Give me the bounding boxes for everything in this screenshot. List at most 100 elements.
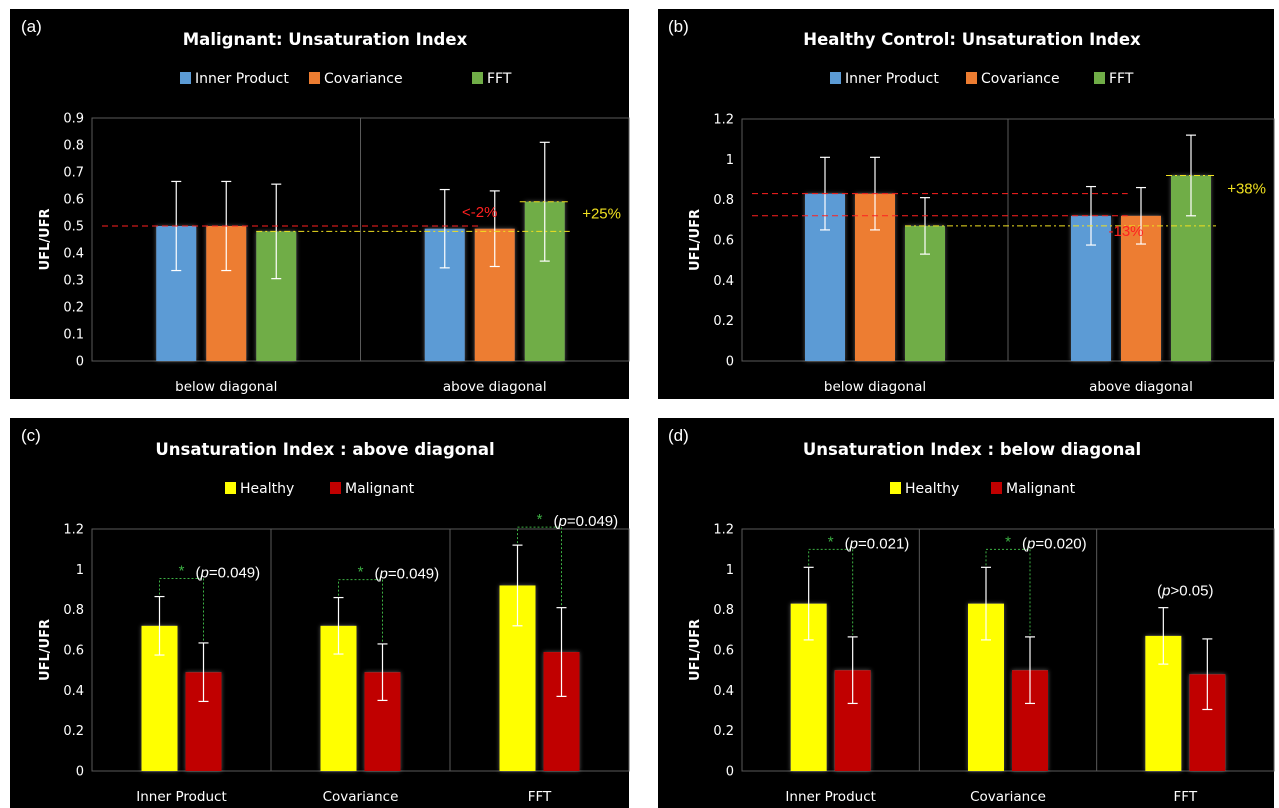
y-tick-label: 1.2 <box>63 523 84 538</box>
y-tick-label: 1 <box>726 153 734 168</box>
y-tick-label: 0.3 <box>63 274 84 289</box>
y-tick-label: 0.4 <box>713 684 734 699</box>
annotation-change-red: -13% <box>1108 223 1143 240</box>
x-category-label: below diagonal <box>175 379 277 395</box>
legend-label: Malignant <box>1006 481 1076 497</box>
panel-letter: (c) <box>21 426 41 445</box>
y-tick-label: 0.8 <box>63 603 84 618</box>
panel-background <box>10 418 629 808</box>
y-tick-label: 0 <box>726 355 734 370</box>
significance-star: * <box>537 511 543 528</box>
y-tick-label: 0.6 <box>63 193 84 208</box>
y-tick-label: 0.5 <box>63 220 84 235</box>
legend-swatch <box>225 482 236 494</box>
y-tick-label: 0.8 <box>63 139 84 154</box>
significance-bracket <box>338 579 383 642</box>
y-axis-label: UFL/UFR <box>688 209 703 271</box>
y-axis-label: UFL/UFR <box>38 209 53 271</box>
panel-letter: (d) <box>668 426 689 445</box>
significance-star: * <box>179 563 185 580</box>
y-tick-label: 0.9 <box>63 112 84 127</box>
p-value-label: (p=0.049) <box>196 565 261 582</box>
x-category-label: Covariance <box>323 789 399 805</box>
significance-bracket <box>808 548 854 635</box>
y-tick-label: 0.2 <box>713 724 734 739</box>
chart-title: Healthy Control: Unsaturation Index <box>803 30 1141 49</box>
legend-label: Healthy <box>240 481 294 497</box>
significance-star: * <box>358 564 364 581</box>
legend-swatch <box>330 482 341 494</box>
plot-area <box>741 528 1275 772</box>
y-tick-label: 0 <box>76 355 84 370</box>
y-tick-label: 0.7 <box>63 166 84 181</box>
p-value-label: (p>0.05) <box>1157 583 1213 600</box>
legend-label: Healthy <box>905 481 959 497</box>
significance-star: * <box>828 533 834 550</box>
y-tick-label: 1 <box>726 563 734 578</box>
y-tick-label: 1.2 <box>713 523 734 538</box>
chart-title: Malignant: Unsaturation Index <box>183 30 468 49</box>
panel-b: (b) Healthy Control: Unsaturation Index In… <box>658 9 1275 399</box>
significance-bracket <box>985 548 1031 635</box>
plot-area <box>91 528 630 772</box>
legend-swatch <box>966 72 977 84</box>
y-axis-label: UFL/UFR <box>688 619 703 681</box>
panel-d: (d) Unsaturation Index : below diagonal He… <box>658 418 1275 808</box>
y-tick-label: 0.4 <box>63 247 84 262</box>
p-value-label: (p=0.021) <box>845 535 910 552</box>
legend-label: Malignant <box>345 481 415 497</box>
legend-swatch <box>309 72 320 84</box>
legend-swatch <box>180 72 191 84</box>
y-tick-label: 0.6 <box>713 234 734 249</box>
significance-bracket <box>517 526 562 606</box>
legend-label: Inner Product <box>195 71 289 87</box>
x-category-label: below diagonal <box>824 379 926 395</box>
panel-c: (c) Unsaturation Index : above diagonal He… <box>10 418 630 808</box>
y-tick-label: 0 <box>726 765 734 780</box>
x-category-label: above diagonal <box>443 379 547 395</box>
x-category-label: FFT <box>528 789 552 805</box>
y-tick-label: 1 <box>76 563 84 578</box>
p-value-label: (p=0.049) <box>375 566 440 583</box>
legend-label: FFT <box>1109 71 1134 87</box>
y-tick-label: 0.6 <box>713 644 734 659</box>
legend-swatch <box>991 482 1002 494</box>
panel-letter: (a) <box>21 17 42 36</box>
y-tick-label: 0.2 <box>63 301 84 316</box>
y-axis-label: UFL/UFR <box>38 619 53 681</box>
annotation-change-red: <-2% <box>462 204 497 221</box>
legend-swatch <box>890 482 901 494</box>
y-tick-label: 0.4 <box>713 274 734 289</box>
legend-label: Covariance <box>981 71 1060 87</box>
x-category-label: Covariance <box>970 789 1046 805</box>
x-category-label: above diagonal <box>1089 379 1193 395</box>
y-tick-label: 1.2 <box>713 113 734 128</box>
legend-label: Covariance <box>324 71 403 87</box>
x-category-label: FFT <box>1174 789 1198 805</box>
y-tick-label: 0.8 <box>713 193 734 208</box>
y-tick-label: 0 <box>76 765 84 780</box>
panel-a: (a) Malignant: Unsaturation Index Inner Pr… <box>10 9 630 399</box>
y-tick-label: 0.2 <box>63 724 84 739</box>
p-value-label: (p=0.049) <box>554 513 619 530</box>
y-tick-label: 0.8 <box>713 603 734 618</box>
x-category-label: Inner Product <box>136 789 227 805</box>
panel-letter: (b) <box>668 17 689 36</box>
significance-bracket <box>159 578 204 641</box>
legend-label: Inner Product <box>845 71 939 87</box>
annotation-change-yellow: +38% <box>1227 181 1266 198</box>
annotation-change-yellow: +25% <box>582 206 621 223</box>
y-tick-label: 0.6 <box>63 644 84 659</box>
y-tick-label: 0.4 <box>63 684 84 699</box>
legend-swatch <box>1094 72 1105 84</box>
significance-star: * <box>1005 533 1011 550</box>
p-value-label: (p=0.020) <box>1022 535 1087 552</box>
legend-swatch <box>830 72 841 84</box>
y-tick-label: 0.1 <box>63 328 84 343</box>
legend-label: FFT <box>487 71 512 87</box>
y-tick-label: 0.2 <box>713 314 734 329</box>
panel-background <box>658 418 1274 808</box>
chart-title: Unsaturation Index : above diagonal <box>155 440 494 459</box>
x-category-label: Inner Product <box>785 789 876 805</box>
